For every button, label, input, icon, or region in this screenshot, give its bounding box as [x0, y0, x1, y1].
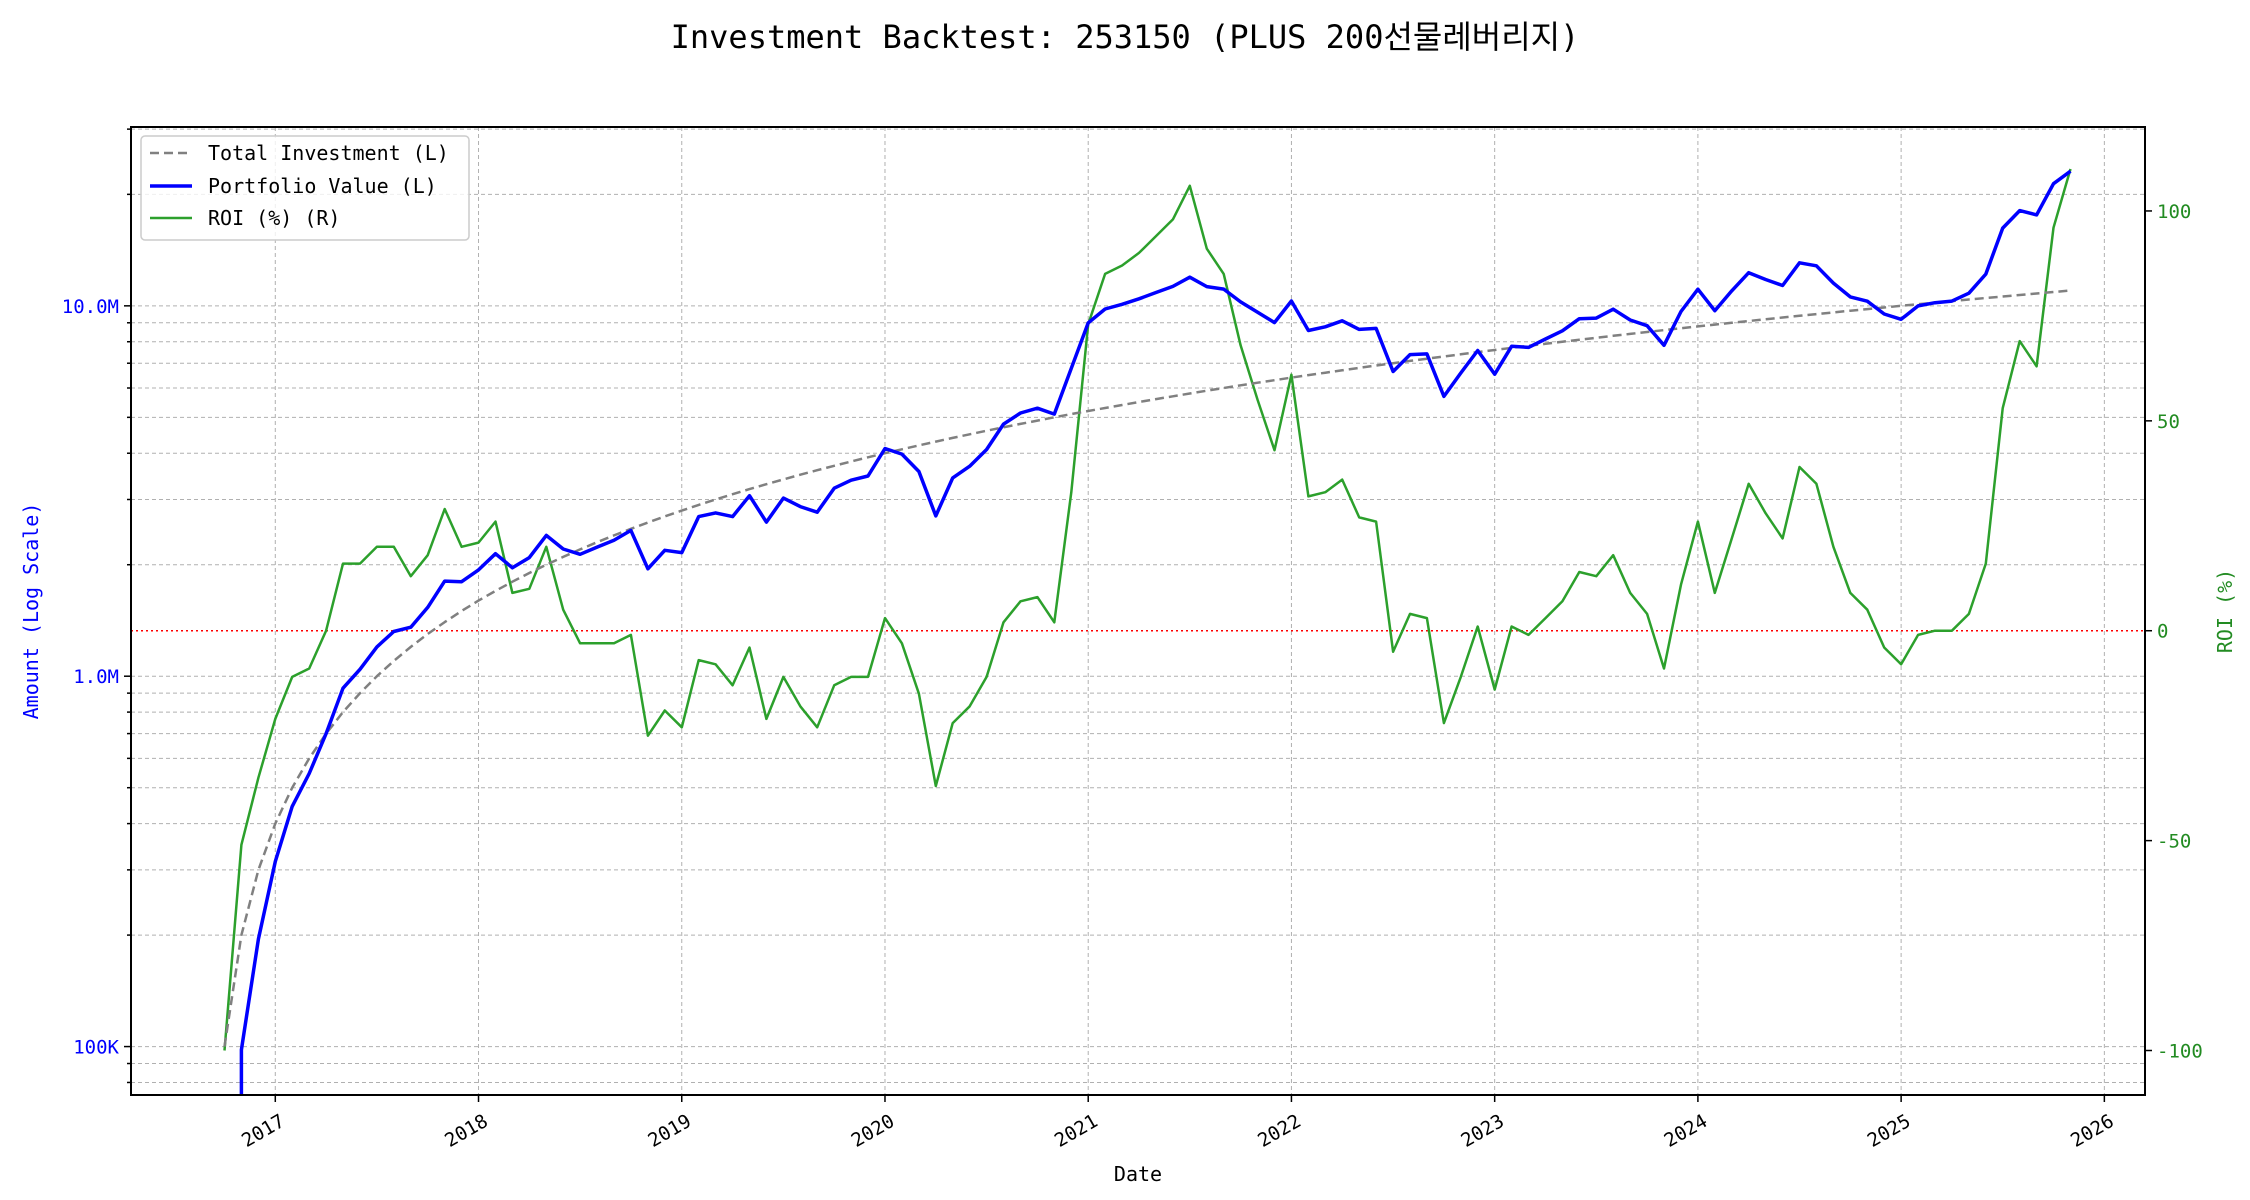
x-tick-label: 2024: [1661, 1110, 1712, 1152]
x-tick-label: 2022: [1254, 1110, 1305, 1152]
legend-label-roi: ROI (%) (R): [208, 206, 340, 230]
y-left-tick-label: 10.0M: [62, 296, 119, 318]
y-right-tick-label: -50: [2157, 831, 2191, 853]
series-line-roi: [223, 168, 2072, 1051]
legend-label-portfolio-value: Portfolio Value (L): [208, 174, 437, 198]
x-tick-label: 2025: [1864, 1110, 1915, 1152]
legend-label-total-investment: Total Investment (L): [208, 141, 449, 165]
x-tick-label: 2019: [644, 1110, 695, 1152]
x-tick-label: 2018: [441, 1110, 492, 1152]
series-line-portfolio-value: [239, 169, 2072, 1095]
x-tick-label: 2021: [1051, 1110, 1102, 1152]
x-tick-label: 2017: [238, 1110, 289, 1152]
y-right-tick-label: 100: [2157, 201, 2191, 223]
y-left-tick-label: 100K: [73, 1037, 119, 1059]
grid-lines: [131, 127, 2145, 1095]
y-right-tick-label: 50: [2157, 411, 2180, 433]
series-line-total-investment: [223, 289, 2071, 1047]
x-tick-label: 2026: [2067, 1110, 2118, 1152]
plot-area: [131, 168, 2145, 1095]
y-axis-left-label: Amount (Log Scale): [19, 503, 43, 720]
axes-frame: [130, 126, 2146, 1096]
x-tick-label: 2020: [848, 1110, 899, 1152]
x-tick-label: 2023: [1457, 1110, 1508, 1152]
y-right-tick-label: 0: [2157, 621, 2168, 643]
y-axis-right-label: ROI (%): [2213, 569, 2237, 653]
legend-box: [140, 135, 470, 241]
x-axis-label: Date: [1114, 1162, 1162, 1186]
chart-title: Investment Backtest: 253150 (PLUS 200선물레…: [671, 18, 1580, 56]
y-right-tick-label: -100: [2157, 1041, 2203, 1063]
legend: Total Investment (L) Portfolio Value (L)…: [140, 135, 470, 241]
y-left-tick-label: 1.0M: [73, 666, 119, 688]
